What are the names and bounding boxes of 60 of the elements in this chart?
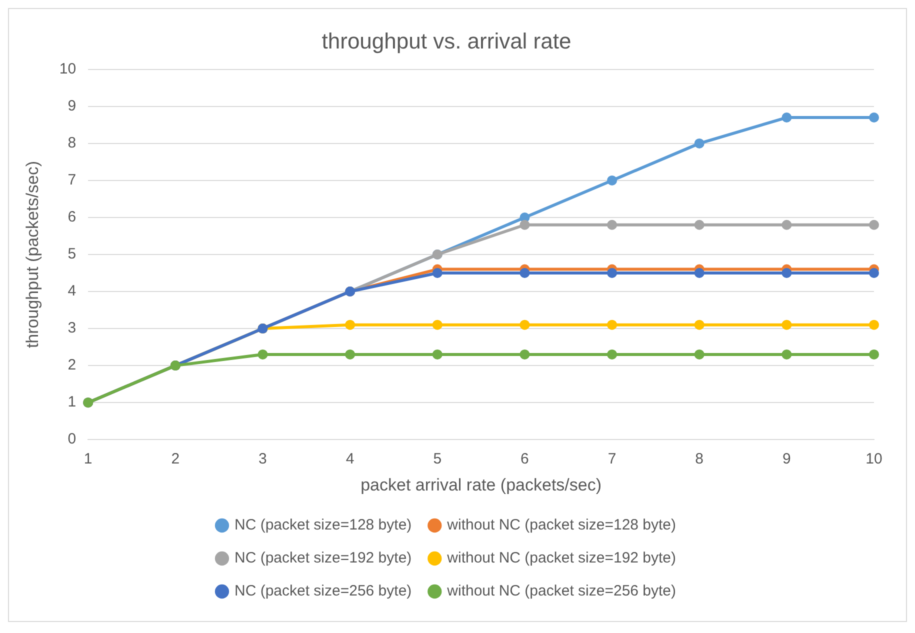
legend-label: NC (packet size=256 byte) [234,582,412,600]
y-tick-label: 8 [68,134,76,152]
x-tick-label: 8 [695,450,704,468]
point [694,320,704,330]
y-tick-label: 3 [68,320,76,337]
y-tick-label: 10 [59,60,76,78]
point [782,220,792,230]
point [432,268,442,278]
point [520,320,530,330]
point [869,349,879,360]
point [607,220,618,230]
x-tick-label: 4 [346,450,354,468]
y-tick-label: 5 [68,246,76,263]
point [782,268,792,278]
x-tick-label: 7 [608,450,616,468]
y-tick-label: 2 [68,356,76,374]
point [520,268,530,278]
point [520,220,530,230]
point [782,320,792,330]
y-tick-label: 0 [68,430,76,448]
y-tick-label: 4 [68,282,76,300]
point [694,268,704,278]
point [607,175,618,186]
y-axis-title: throughput (packets/sec) [22,160,42,348]
x-axis-title: packet arrival rate (packets/sec) [360,475,602,494]
legend-label: without NC (packet size=192 byte) [446,550,676,567]
legend-label: NC (packet size=192 byte) [234,550,412,567]
point [782,349,792,360]
legend-label: NC (packet size=128 byte) [234,516,412,534]
x-tick-label: 3 [258,450,267,468]
point [607,320,618,330]
x-tick-label: 6 [520,450,529,468]
point [869,320,879,330]
y-tick-label: 7 [68,172,76,189]
x-tick-label: 1 [84,450,92,468]
chart-title: throughput vs. arrival rate [322,28,572,54]
legend-label: without NC (packet size=256 byte) [446,582,676,600]
point [694,220,704,230]
x-tick-label: 9 [782,450,791,468]
y-tick-label: 6 [68,208,76,226]
point [782,112,792,123]
point [258,349,268,360]
point [345,349,356,360]
y-tick-label: 1 [68,394,76,411]
point [432,320,442,330]
point [432,349,442,360]
point [520,349,530,360]
point [869,220,879,230]
x-tick-label: 2 [171,450,180,468]
point [694,349,704,360]
x-tick-label: 5 [433,450,442,468]
point [345,320,356,330]
point [869,268,879,278]
point [869,112,879,123]
legend-label: without NC (packet size=128 byte) [446,516,676,534]
point [694,138,704,148]
point [607,349,618,360]
x-tick-label: 10 [866,450,882,468]
point [607,268,618,278]
y-tick-label: 9 [68,98,76,115]
